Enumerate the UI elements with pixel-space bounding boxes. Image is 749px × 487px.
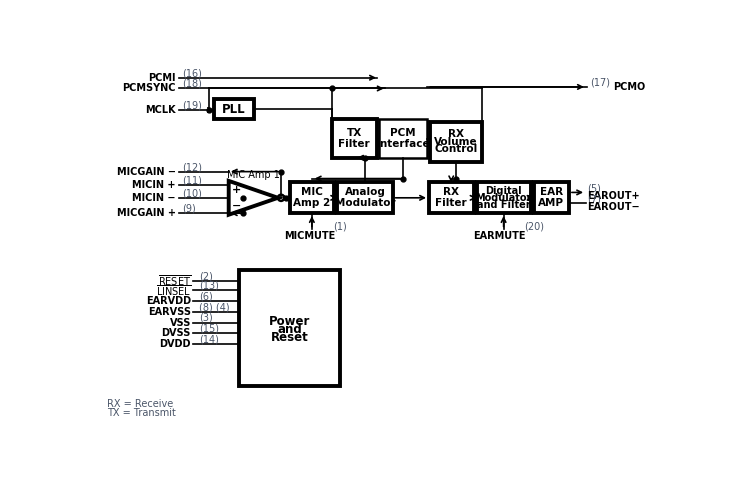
Text: (16): (16) xyxy=(183,68,202,78)
Text: and Filter: and Filter xyxy=(477,200,530,210)
Text: Interface: Interface xyxy=(376,139,430,149)
Text: DVDD: DVDD xyxy=(160,339,191,349)
Bar xyxy=(476,183,530,213)
Text: PLL: PLL xyxy=(222,103,246,116)
Text: MIC Amp 1: MIC Amp 1 xyxy=(227,170,280,181)
Text: (3): (3) xyxy=(198,313,213,323)
Text: MIC: MIC xyxy=(301,187,323,197)
Text: Filter: Filter xyxy=(435,198,467,208)
Text: $\overline{\mathrm{LINSEL}}$: $\overline{\mathrm{LINSEL}}$ xyxy=(156,283,191,298)
Text: (15): (15) xyxy=(198,324,219,334)
Text: (20): (20) xyxy=(524,221,545,231)
Text: (11): (11) xyxy=(183,176,202,186)
Text: −: − xyxy=(231,201,241,210)
Bar xyxy=(429,183,473,213)
Text: TX: TX xyxy=(347,128,362,138)
Text: (13): (13) xyxy=(198,281,219,291)
Text: MICMUTE: MICMUTE xyxy=(284,231,336,242)
Text: PCM: PCM xyxy=(390,128,416,138)
Text: Amp 2: Amp 2 xyxy=(294,198,330,208)
Text: Modulator: Modulator xyxy=(476,193,532,203)
Text: MICGAIN −: MICGAIN − xyxy=(117,167,175,177)
Text: PCMO: PCMO xyxy=(613,82,645,92)
Text: $\overline{\mathrm{RESET}}$: $\overline{\mathrm{RESET}}$ xyxy=(158,274,191,288)
Bar xyxy=(290,183,334,213)
Text: EARMUTE: EARMUTE xyxy=(473,231,526,242)
Text: Analog: Analog xyxy=(345,187,386,197)
Text: and: and xyxy=(277,323,302,336)
Text: Control: Control xyxy=(434,144,477,154)
Text: EAROUT−: EAROUT− xyxy=(587,202,640,212)
Text: PCMI: PCMI xyxy=(148,73,175,83)
Text: (9): (9) xyxy=(183,204,196,214)
Text: (19): (19) xyxy=(183,100,202,111)
Text: MICGAIN +: MICGAIN + xyxy=(117,208,175,218)
Text: DVSS: DVSS xyxy=(162,328,191,338)
Text: (18): (18) xyxy=(183,79,202,89)
Text: MICIN −: MICIN − xyxy=(132,193,175,203)
Bar xyxy=(239,270,340,386)
Bar xyxy=(332,119,377,158)
Text: (17): (17) xyxy=(590,77,610,87)
Text: EAR: EAR xyxy=(540,187,563,197)
Text: (7): (7) xyxy=(587,194,601,205)
Text: (10): (10) xyxy=(183,188,202,198)
Text: Reset: Reset xyxy=(270,332,309,344)
Text: Volume: Volume xyxy=(434,136,478,147)
Text: AMP: AMP xyxy=(539,198,564,208)
Text: MCLK: MCLK xyxy=(145,105,175,115)
Bar xyxy=(214,99,254,119)
Bar xyxy=(379,119,428,158)
Bar xyxy=(430,122,482,162)
Text: (1): (1) xyxy=(333,221,348,231)
Text: (8) (4): (8) (4) xyxy=(198,302,229,312)
Text: RX: RX xyxy=(448,129,464,139)
Text: +: + xyxy=(231,185,241,195)
Text: Power: Power xyxy=(269,315,310,328)
Bar xyxy=(533,183,569,213)
Text: Digital: Digital xyxy=(485,186,522,196)
Text: PCMSYNC: PCMSYNC xyxy=(122,83,175,94)
Text: VSS: VSS xyxy=(169,318,191,328)
Text: (5): (5) xyxy=(587,184,601,193)
Text: EARVDD: EARVDD xyxy=(146,296,191,306)
Text: (12): (12) xyxy=(183,162,202,172)
Text: (6): (6) xyxy=(198,291,213,301)
Text: EAROUT+: EAROUT+ xyxy=(587,191,640,201)
Text: Modulator: Modulator xyxy=(335,198,395,208)
Text: EARVSS: EARVSS xyxy=(148,307,191,317)
Text: Filter: Filter xyxy=(339,139,370,149)
Text: (2): (2) xyxy=(198,271,213,281)
Text: TX = Transmit: TX = Transmit xyxy=(107,409,176,418)
Text: RX: RX xyxy=(443,187,459,197)
Text: MICIN +: MICIN + xyxy=(132,181,175,190)
Text: (14): (14) xyxy=(198,335,219,344)
Bar xyxy=(337,183,392,213)
Text: RX = Receive: RX = Receive xyxy=(107,399,173,409)
